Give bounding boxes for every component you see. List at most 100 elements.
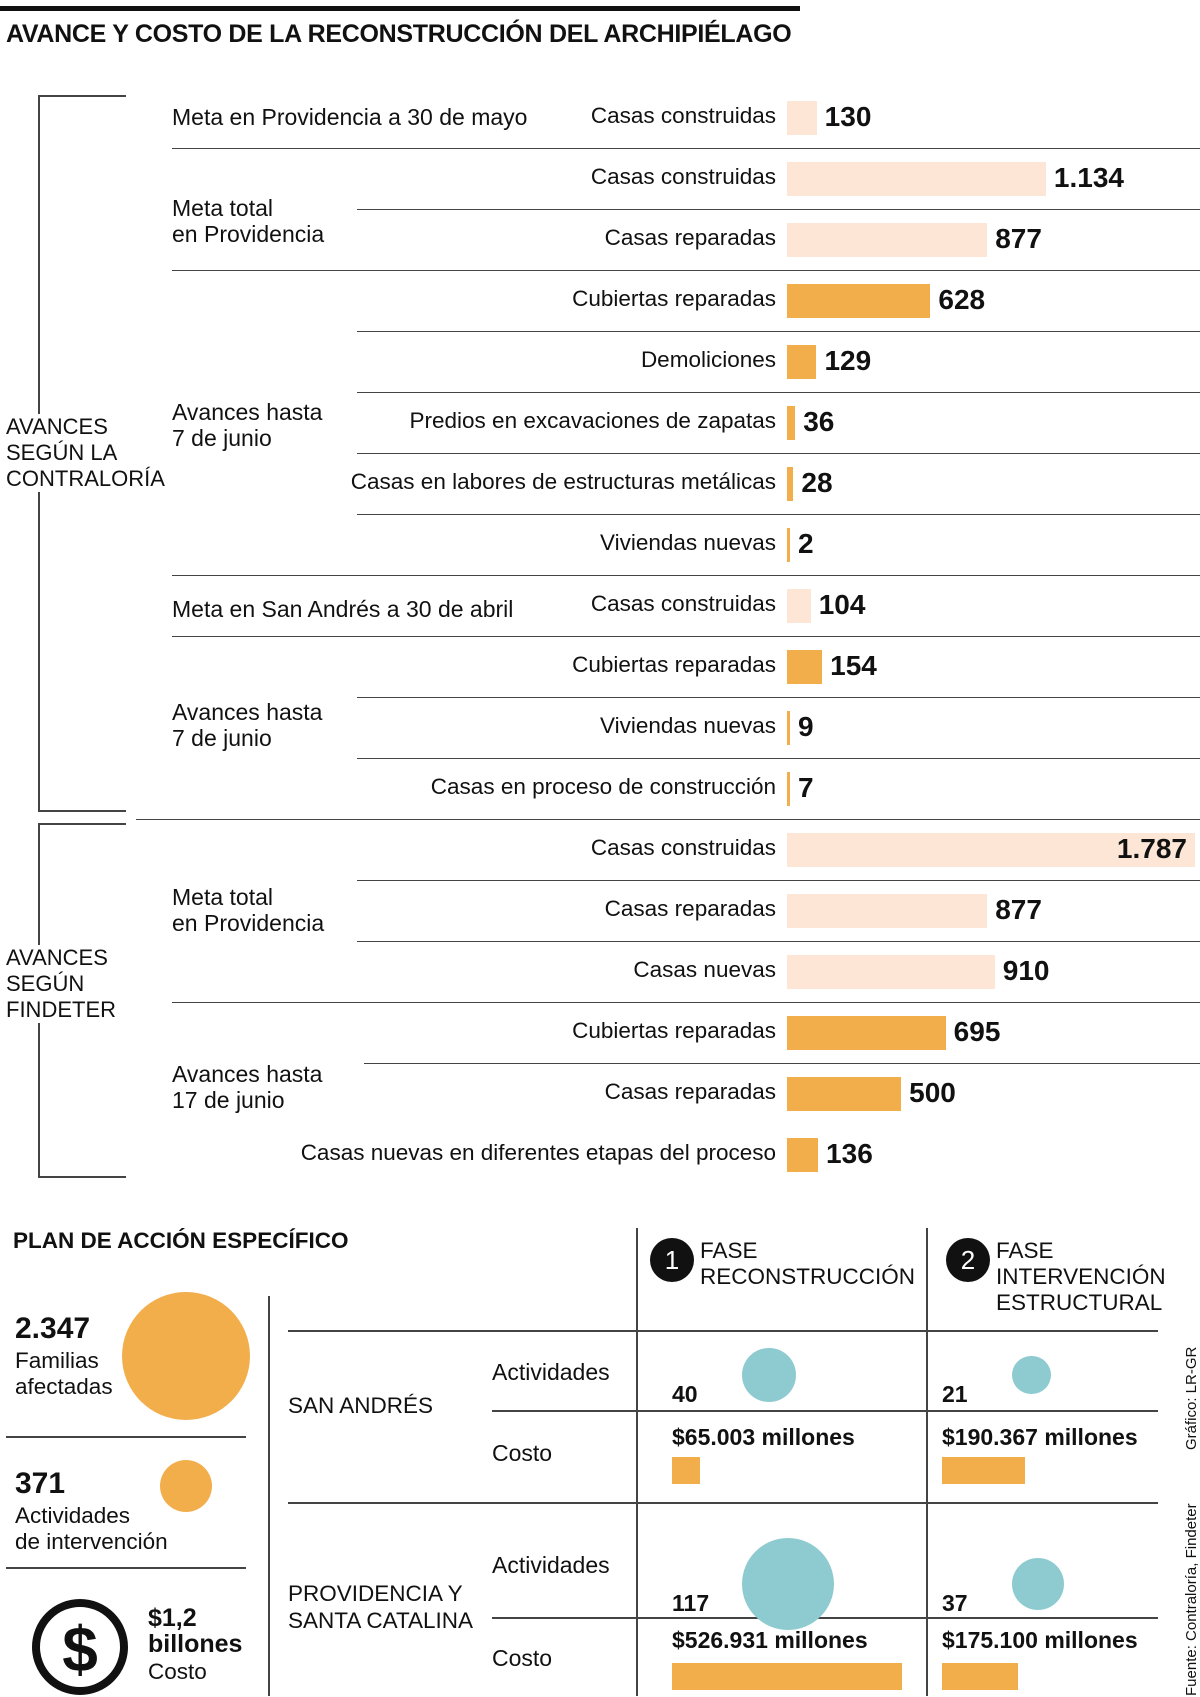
bar bbox=[787, 772, 790, 806]
chart-title: AVANCE Y COSTO DE LA RECONSTRUCCIÓN DEL … bbox=[6, 20, 792, 48]
section-label-findeter: AVANCES SEGÚN FINDETER bbox=[6, 945, 126, 1023]
bar-value: 910 bbox=[1002, 955, 1050, 986]
bar-value: 136 bbox=[826, 1138, 873, 1169]
activities-circle bbox=[160, 1460, 212, 1512]
bar-label: Casas construidas bbox=[590, 164, 776, 189]
bar-label: Casas nuevas bbox=[633, 957, 776, 982]
bar-label: Predios en excavaciones de zapatas bbox=[409, 408, 776, 433]
row-separator bbox=[357, 879, 1200, 881]
bar-label: Casas construidas bbox=[590, 591, 776, 616]
row-separator bbox=[172, 1001, 1200, 1003]
bar-value: 28 bbox=[801, 467, 833, 498]
plan-table-top-rule bbox=[288, 1330, 1158, 1332]
group-label-meta-san-andres-abril: Meta en San Andrés a 30 de abril bbox=[172, 596, 514, 622]
plan-left-divider-2 bbox=[6, 1567, 246, 1569]
providencia-row-rule bbox=[492, 1617, 1158, 1619]
section-label-contraloria: AVANCES SEGÚN LA CONTRALORÍA bbox=[6, 414, 165, 492]
families-value: 2.347 bbox=[15, 1312, 91, 1345]
cost-value: $190.367 millones bbox=[942, 1424, 1138, 1450]
bar-value: 695 bbox=[953, 1016, 1001, 1047]
bar-value: 1.134 bbox=[1053, 162, 1124, 193]
bar-value: 2 bbox=[798, 528, 814, 559]
group-label-meta-total-providencia: Meta total en Providencia bbox=[172, 195, 325, 247]
activities-count: 40 bbox=[672, 1381, 698, 1407]
group-label-avances-17-junio: Avances hasta 17 de junio bbox=[172, 1061, 323, 1113]
row-separator bbox=[357, 940, 1200, 942]
activities-circle bbox=[1012, 1355, 1051, 1395]
phase1-column-divider bbox=[636, 1228, 638, 1696]
activities-value: 371 bbox=[15, 1467, 66, 1500]
bar-label: Viviendas nuevas bbox=[600, 713, 776, 738]
bar bbox=[787, 406, 796, 440]
bar bbox=[787, 955, 995, 989]
row-separator bbox=[357, 757, 1200, 759]
bar-label: Viviendas nuevas bbox=[600, 530, 776, 555]
bar bbox=[787, 1016, 946, 1050]
group-label-avances-7-junio-san-andres: Avances hasta 7 de junio bbox=[172, 699, 323, 751]
activities-label: Actividades de intervención bbox=[15, 1503, 168, 1554]
cost-bar bbox=[942, 1457, 1026, 1484]
row-label-cost-providencia: Costo bbox=[492, 1645, 553, 1671]
bracket-contraloria-bottom bbox=[38, 810, 126, 812]
bar bbox=[787, 467, 794, 501]
bar-value: 877 bbox=[995, 894, 1042, 925]
row-separator bbox=[364, 1062, 1200, 1064]
bar bbox=[787, 284, 931, 318]
bar-value: 36 bbox=[803, 406, 835, 437]
row-separator bbox=[357, 513, 1200, 515]
bar bbox=[787, 1077, 902, 1111]
row-separator bbox=[172, 635, 1200, 637]
cost-bar bbox=[942, 1663, 1019, 1690]
row-label-cost-san-andres: Costo bbox=[492, 1440, 553, 1466]
plan-table-middle-rule bbox=[288, 1502, 1158, 1504]
families-circle bbox=[122, 1292, 250, 1420]
activities-circle bbox=[1012, 1558, 1064, 1610]
bar bbox=[787, 223, 988, 257]
san-andres-row-rule bbox=[492, 1410, 1158, 1412]
bar-value: 104 bbox=[818, 589, 866, 620]
place-san-andres: SAN ANDRÉS bbox=[288, 1393, 434, 1418]
cost-total-label: Costo bbox=[148, 1659, 207, 1684]
bar-value: 7 bbox=[798, 772, 814, 803]
bar bbox=[787, 589, 811, 623]
svg-text:$: $ bbox=[62, 1613, 98, 1685]
bar bbox=[787, 101, 817, 135]
bracket-findeter-top bbox=[38, 823, 126, 825]
activities-count: 21 bbox=[942, 1381, 968, 1407]
group-label-meta-providencia-mayo: Meta en Providencia a 30 de mayo bbox=[172, 104, 528, 130]
bracket-contraloria-top bbox=[38, 95, 126, 97]
bar bbox=[787, 894, 988, 928]
bar-label: Demoliciones bbox=[640, 347, 776, 372]
credit-graphic: Gráfico: LR-GR bbox=[1183, 1346, 1200, 1450]
row-label-activities-providencia: Actividades bbox=[492, 1552, 610, 1578]
bar-label: Casas nuevas en diferentes etapas del pr… bbox=[300, 1140, 776, 1165]
bar-label: Casas en proceso de construcción bbox=[430, 774, 776, 799]
bar-value: 154 bbox=[830, 650, 877, 681]
place-providencia: PROVIDENCIA Y SANTA CATALINA bbox=[288, 1581, 474, 1633]
bar-label: Cubiertas reparadas bbox=[572, 652, 776, 677]
row-separator bbox=[357, 330, 1200, 332]
bar bbox=[787, 345, 817, 379]
row-separator bbox=[172, 574, 1200, 576]
cost-bar bbox=[672, 1457, 701, 1484]
row-separator bbox=[357, 696, 1200, 698]
row-separator bbox=[357, 391, 1200, 393]
plan-left-divider-1 bbox=[6, 1436, 246, 1438]
row-label-activities-san-andres: Actividades bbox=[492, 1359, 610, 1385]
row-separator bbox=[136, 818, 1200, 820]
phase1-number: 1 bbox=[650, 1238, 694, 1282]
bar bbox=[787, 528, 790, 562]
top-rule bbox=[0, 6, 800, 11]
cost-value: $65.003 millones bbox=[672, 1424, 855, 1450]
bar bbox=[787, 833, 1195, 867]
dollar-icon: $ bbox=[32, 1599, 128, 1695]
bar-value: 129 bbox=[824, 345, 872, 376]
row-separator bbox=[172, 269, 1200, 271]
activities-circle bbox=[742, 1538, 834, 1630]
activities-circle bbox=[742, 1348, 796, 1402]
phase2-label: FASE INTERVENCIÓN ESTRUCTURAL bbox=[996, 1238, 1166, 1315]
group-label-meta-total-providencia-findeter: Meta total en Providencia bbox=[172, 884, 325, 936]
credit-source: Fuente: Contraloría, Findeter bbox=[1183, 1503, 1200, 1696]
phase2-column-divider bbox=[926, 1228, 928, 1696]
cost-value: $175.100 millones bbox=[942, 1627, 1138, 1653]
